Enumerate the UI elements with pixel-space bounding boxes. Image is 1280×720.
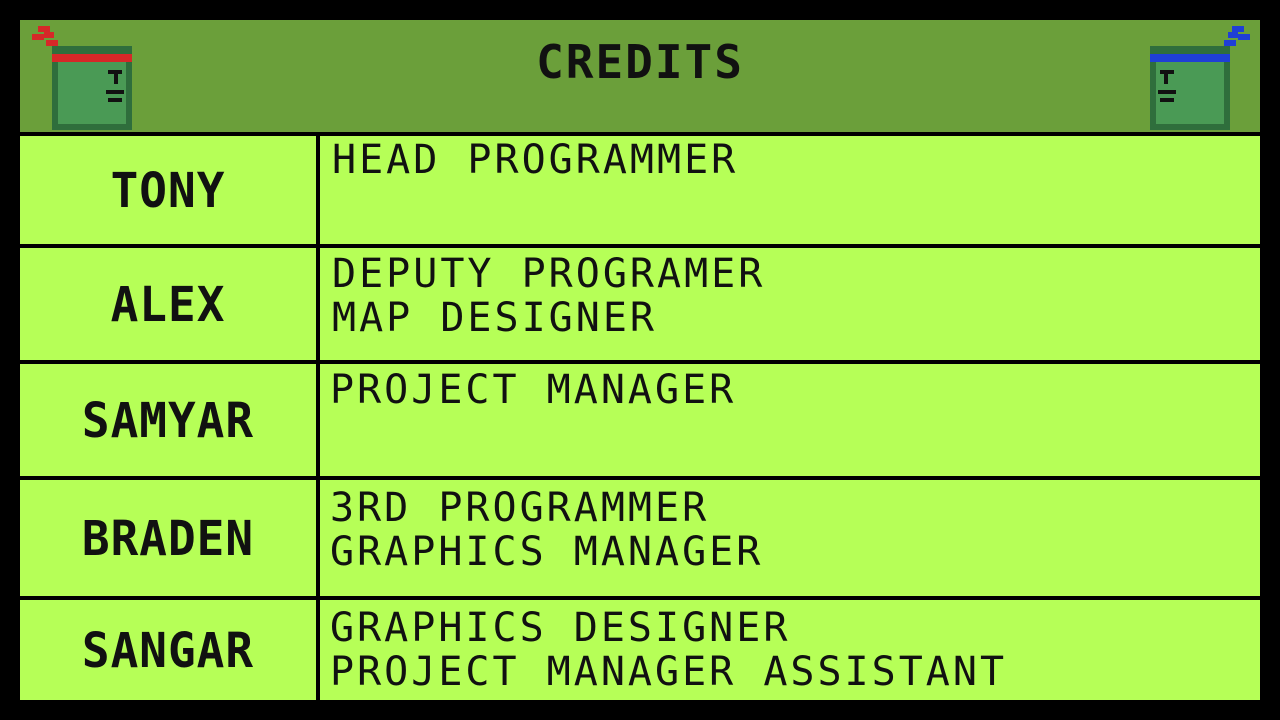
credit-role: PROJECT MANAGER <box>330 367 737 413</box>
credit-roles: GRAPHICS DESIGNER PROJECT MANAGER ASSIST… <box>330 606 1007 694</box>
credit-role: GRAPHICS DESIGNER <box>330 605 791 651</box>
credit-roles: 3RD PROGRAMMER GRAPHICS MANAGER <box>330 486 763 574</box>
credit-role: 3RD PROGRAMMER <box>330 485 710 531</box>
credit-role-cell: 3RD PROGRAMMER GRAPHICS MANAGER <box>320 480 1260 596</box>
credit-name-cell: BRADEN <box>20 480 316 596</box>
credit-role: PROJECT MANAGER ASSISTANT <box>330 649 1008 695</box>
credit-name-cell: SANGAR <box>20 600 316 700</box>
credit-role-cell: GRAPHICS DESIGNER PROJECT MANAGER ASSIST… <box>320 600 1260 700</box>
credit-name-cell: TONY <box>20 136 316 244</box>
credit-name-cell: SAMYAR <box>20 364 316 476</box>
credit-role: HEAD PROGRAMMER <box>332 137 739 183</box>
credit-row-tony: TONY HEAD PROGRAMMER <box>20 136 1260 244</box>
red-headband-block-icon <box>32 26 132 130</box>
credit-role: DEPUTY PROGRAMER <box>332 251 766 297</box>
credits-screen: CREDITS TONY HEAD PROGRAMMER <box>20 20 1260 700</box>
credit-name: ALEX <box>110 275 226 333</box>
blue-headband-block-icon <box>1150 26 1250 130</box>
credit-name: SANGAR <box>81 621 255 679</box>
credit-roles: DEPUTY PROGRAMER MAP DESIGNER <box>332 252 765 340</box>
credit-name-cell: ALEX <box>20 248 316 360</box>
credit-row-samyar: SAMYAR PROJECT MANAGER <box>20 364 1260 476</box>
credit-row-braden: BRADEN 3RD PROGRAMMER GRAPHICS MANAGER <box>20 480 1260 596</box>
credit-role-cell: HEAD PROGRAMMER <box>320 136 1260 244</box>
credit-role-cell: DEPUTY PROGRAMER MAP DESIGNER <box>320 248 1260 360</box>
credit-role-cell: PROJECT MANAGER <box>320 364 1260 476</box>
page-title: CREDITS <box>536 35 744 89</box>
credit-role: GRAPHICS MANAGER <box>330 529 764 575</box>
credit-name: SAMYAR <box>81 391 255 449</box>
credit-row-sangar: SANGAR GRAPHICS DESIGNER PROJECT MANAGER… <box>20 600 1260 700</box>
credits-header: CREDITS <box>20 20 1260 132</box>
credit-roles: HEAD PROGRAMMER <box>332 138 738 182</box>
credit-row-alex: ALEX DEPUTY PROGRAMER MAP DESIGNER <box>20 248 1260 360</box>
credit-role: MAP DESIGNER <box>332 295 657 341</box>
credit-roles: PROJECT MANAGER <box>330 368 736 412</box>
credit-name: BRADEN <box>81 509 255 567</box>
credit-name: TONY <box>110 161 226 219</box>
